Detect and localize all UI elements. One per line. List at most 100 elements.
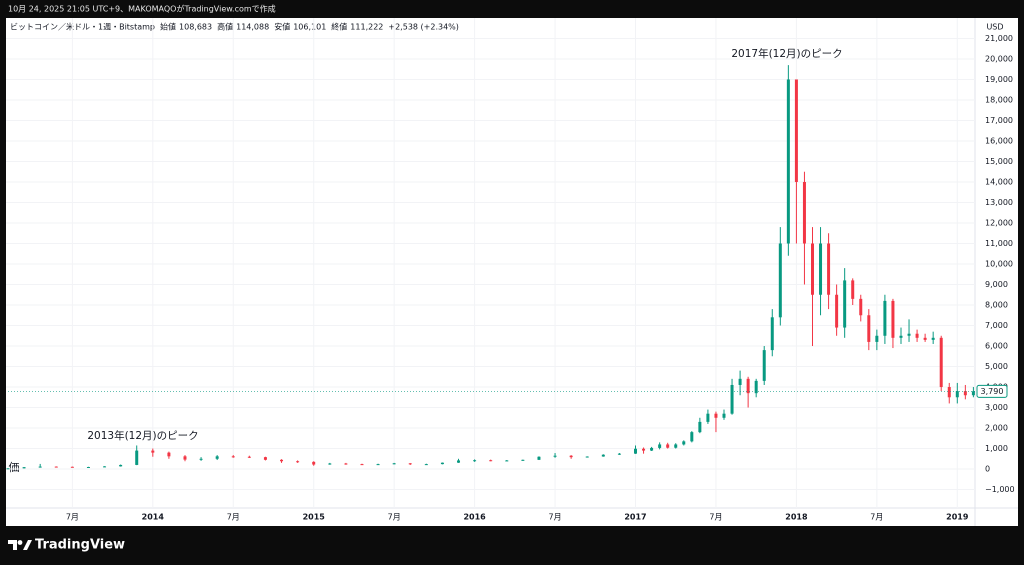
ohlc-label: 高値 xyxy=(217,22,233,32)
candle-body xyxy=(778,243,782,318)
candle-body xyxy=(931,337,935,340)
x-tick-label: 2019 xyxy=(946,513,969,522)
candle-body xyxy=(786,79,790,244)
candle-body xyxy=(650,447,654,451)
candle-body xyxy=(135,450,139,465)
price-tag: 3,790 xyxy=(981,387,1004,396)
candle-body xyxy=(376,464,380,466)
y-tick-label: 9,000 xyxy=(985,280,1008,289)
y-tick-label: 17,000 xyxy=(985,116,1013,125)
chart-frame xyxy=(6,18,1018,526)
candle-body xyxy=(794,79,798,182)
y-tick-label: 21,000 xyxy=(985,34,1013,43)
candle-body xyxy=(939,337,943,388)
candle-body xyxy=(891,300,895,338)
candle-body xyxy=(167,452,171,457)
candle-body xyxy=(440,462,444,465)
annotation: 2017年(12月)のピーク xyxy=(731,47,842,60)
x-tick-label: 2016 xyxy=(463,513,486,522)
y-tick-label: 6,000 xyxy=(985,342,1008,351)
x-tick-label: 7月 xyxy=(709,513,722,522)
candle-body xyxy=(867,315,871,342)
candle-body xyxy=(698,421,702,433)
candle-body xyxy=(408,463,412,465)
legend: ビットコイン／米ドル・1週・Bitstamp 始値 108,683 高値 114,088… xyxy=(10,22,459,32)
y-tick-label: 14,000 xyxy=(985,177,1013,186)
candle-body xyxy=(963,391,967,396)
logo: TradingView xyxy=(8,538,125,553)
y-tick-label: −1,000 xyxy=(985,485,1015,494)
candle-body xyxy=(690,432,694,442)
candle-body xyxy=(392,463,396,465)
candle-body xyxy=(296,461,300,463)
candle-body xyxy=(489,460,493,462)
candle-body xyxy=(70,466,74,468)
candle-body xyxy=(955,391,959,398)
candle-body xyxy=(199,458,203,460)
candle-body xyxy=(971,391,975,396)
x-tick-label: 2014 xyxy=(142,513,165,522)
ohlc-label: 終値 xyxy=(331,22,347,32)
candle-body xyxy=(505,460,509,462)
y-tick-label: 16,000 xyxy=(985,136,1013,145)
candle-body xyxy=(666,444,670,448)
candle-body xyxy=(280,459,284,462)
left-label: 価 xyxy=(9,461,20,474)
candle-body xyxy=(183,456,187,460)
candle-body xyxy=(344,463,348,465)
candle-body xyxy=(86,466,90,468)
candle-body xyxy=(215,456,219,459)
candle-body xyxy=(119,464,123,467)
y-tick-label: 2,000 xyxy=(985,424,1008,433)
candle-body xyxy=(328,463,332,465)
candle-body xyxy=(915,333,919,338)
candle-body xyxy=(22,467,26,469)
y-tick-label: 18,000 xyxy=(985,95,1013,104)
logo-mark xyxy=(8,540,17,550)
candle-body xyxy=(851,280,855,299)
candle-body xyxy=(843,280,847,328)
ohlc-label: 安値 xyxy=(274,22,290,32)
candle-body xyxy=(231,456,235,458)
candle-body xyxy=(585,456,589,458)
x-tick-label: 2015 xyxy=(303,513,326,522)
ohlc-value: 106,101 xyxy=(293,23,326,32)
candle-body xyxy=(457,460,461,463)
candle-body xyxy=(473,460,477,462)
y-tick-label: 12,000 xyxy=(985,218,1013,227)
candle-body xyxy=(770,317,774,351)
candle-body xyxy=(738,378,742,385)
candle-body xyxy=(827,243,831,295)
candle-body xyxy=(859,298,863,316)
candle-body xyxy=(883,300,887,336)
x-tick-label: 2018 xyxy=(785,513,808,522)
candle-body xyxy=(634,448,638,454)
y-tick-label: 20,000 xyxy=(985,54,1013,63)
candle-body xyxy=(947,387,951,398)
candle-body xyxy=(521,459,525,461)
x-tick-label: 7月 xyxy=(388,513,401,522)
y-tick-label: 15,000 xyxy=(985,157,1013,166)
candle-body xyxy=(754,380,758,394)
candle-body xyxy=(819,243,823,295)
candle-body xyxy=(247,456,251,458)
candle-body xyxy=(762,350,766,381)
candle-body xyxy=(601,454,605,457)
y-tick-label: 19,000 xyxy=(985,75,1013,84)
annotation: 2013年(12月)のピーク xyxy=(87,429,198,442)
logo-text: TradingView xyxy=(35,538,125,553)
change: +2,538 (+2.34%) xyxy=(388,23,459,32)
price-tag-box xyxy=(976,384,1008,398)
currency: USD xyxy=(986,23,1003,32)
y-tick-label: 13,000 xyxy=(985,198,1013,207)
y-tick-label: 7,000 xyxy=(985,321,1008,330)
candle-body xyxy=(810,243,814,295)
logo-mark xyxy=(23,540,32,550)
ohlc-value: 111,222 xyxy=(350,23,383,32)
candle-body xyxy=(103,466,107,468)
candle-body xyxy=(899,335,903,338)
candle-body xyxy=(38,466,42,468)
candle-body xyxy=(642,448,646,451)
y-tick-label: 1,000 xyxy=(985,444,1008,453)
